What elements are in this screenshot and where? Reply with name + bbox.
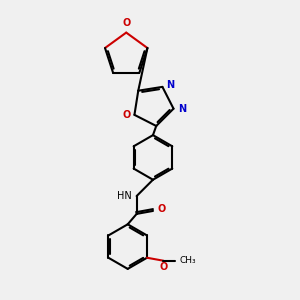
Text: O: O bbox=[122, 18, 130, 28]
Text: O: O bbox=[123, 110, 131, 120]
Text: HN: HN bbox=[116, 191, 131, 201]
Text: CH₃: CH₃ bbox=[180, 256, 196, 265]
Text: O: O bbox=[158, 204, 166, 214]
Text: O: O bbox=[159, 262, 167, 272]
Text: N: N bbox=[166, 80, 174, 90]
Text: N: N bbox=[178, 104, 186, 114]
